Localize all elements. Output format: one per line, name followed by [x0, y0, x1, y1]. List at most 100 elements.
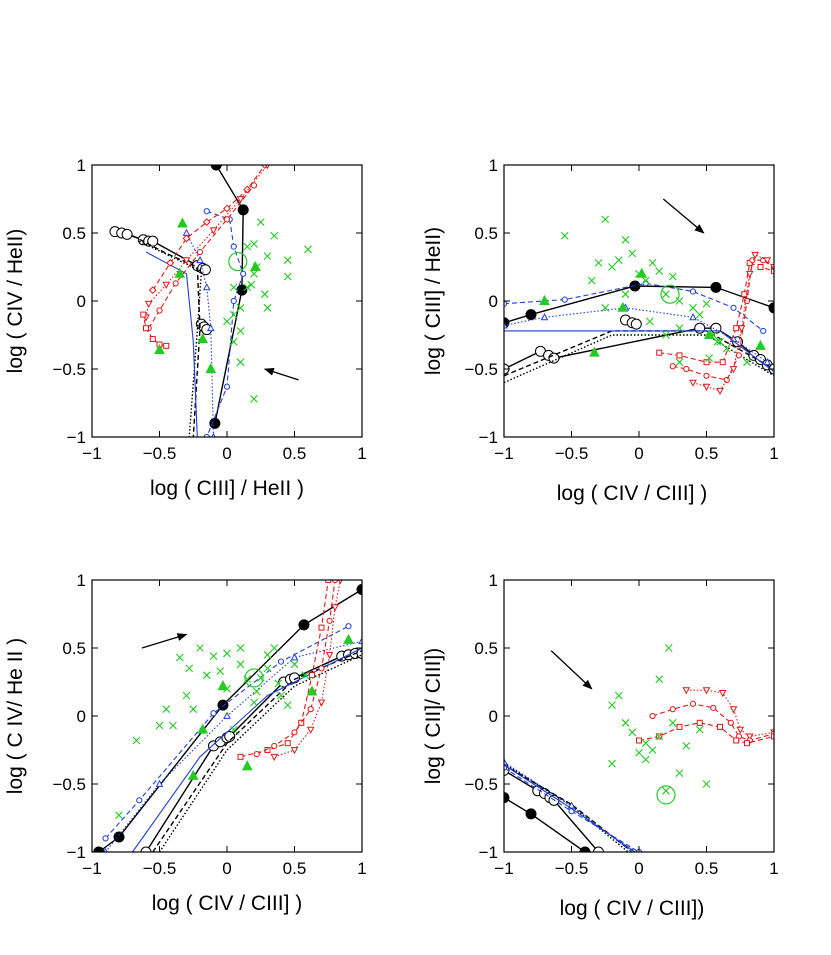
data-point	[175, 653, 184, 662]
data-point	[744, 740, 750, 747]
data-point	[121, 228, 133, 240]
data-point	[760, 327, 767, 335]
series-green-large-circle	[656, 785, 676, 805]
series-red-squares	[237, 580, 332, 760]
x-axis-label-4: log ( CIV / CIII])	[560, 897, 705, 920]
data-point	[291, 729, 298, 736]
data-point	[676, 352, 683, 359]
data-point	[608, 759, 616, 768]
y-tick-label: 0	[489, 292, 498, 311]
data-point	[210, 710, 217, 717]
data-point	[263, 650, 272, 659]
data-point	[236, 644, 245, 652]
data-point	[318, 624, 325, 631]
series-black-dotted	[158, 654, 362, 852]
data-point	[223, 317, 231, 326]
series-green-crosses	[223, 218, 312, 403]
series-black-filled-track	[504, 792, 591, 852]
data-point	[668, 272, 677, 281]
data-point	[741, 291, 748, 298]
data-point	[648, 746, 657, 754]
data-point	[174, 267, 186, 278]
data-point	[682, 742, 691, 750]
series-line	[132, 647, 362, 852]
data-point	[229, 725, 238, 734]
data-point	[187, 769, 199, 780]
data-point	[331, 604, 339, 612]
data-point	[163, 342, 170, 349]
data-point	[210, 165, 222, 171]
data-point	[237, 204, 249, 216]
data-point	[260, 290, 269, 299]
data-point	[209, 227, 218, 235]
data-point	[561, 296, 568, 303]
data-point	[736, 726, 745, 734]
series-red-triangles	[270, 580, 343, 762]
data-point	[113, 831, 125, 843]
data-point	[169, 721, 177, 730]
data-point	[675, 324, 684, 333]
x-axis-label-1: log ( CIII] / HeII )	[150, 477, 304, 500]
data-point	[115, 811, 123, 820]
y-tick-label: 0.5	[474, 224, 498, 243]
plot-frame-4	[503, 579, 775, 853]
series-line	[274, 580, 341, 758]
data-point	[206, 323, 215, 332]
ticks-2: −1 −0.5 0 0.5 1 −1 −0.5 0 0.5 1	[464, 156, 778, 463]
series-line	[504, 764, 636, 852]
y-tick-label: 0.5	[474, 639, 498, 658]
data-point	[716, 337, 724, 346]
data-point	[702, 383, 711, 391]
data-point	[655, 675, 664, 684]
y-tick-label: −0.5	[52, 360, 86, 379]
y-tick-label: −0.5	[464, 360, 498, 379]
y-tick-label: −0.5	[52, 775, 86, 794]
data-point	[702, 299, 711, 308]
data-point	[504, 321, 508, 329]
data-point	[306, 685, 318, 696]
data-point	[243, 242, 252, 251]
series-line	[652, 703, 774, 742]
data-point	[695, 725, 704, 734]
data-point	[140, 311, 147, 318]
data-point	[243, 283, 252, 292]
data-point	[771, 733, 774, 740]
data-point	[189, 705, 198, 714]
y-tick-label: −1	[479, 843, 498, 862]
data-point	[290, 660, 299, 669]
x-tick-label: 0	[222, 859, 231, 878]
data-point	[751, 251, 759, 260]
data-point	[298, 619, 310, 631]
data-point	[656, 349, 663, 356]
data-point	[689, 288, 697, 295]
data-point	[326, 617, 333, 624]
data-point	[703, 328, 715, 339]
series-green-large-circle	[660, 284, 680, 304]
data-point	[703, 372, 710, 379]
data-point	[307, 706, 314, 713]
x-tick-label: −1	[82, 859, 101, 878]
data-point	[743, 358, 751, 367]
y-tick-label: 1	[77, 571, 86, 590]
series-black-open-track	[504, 322, 774, 375]
series-red-triangles	[682, 687, 774, 741]
data-point	[727, 719, 734, 726]
data-point	[504, 757, 508, 766]
data-point	[682, 687, 691, 695]
series-red-circles	[649, 700, 774, 744]
series-layer-1	[109, 165, 312, 437]
x-tick-label: 0.5	[695, 859, 719, 878]
series-blue-solid	[504, 330, 774, 373]
data-point	[325, 580, 332, 583]
y-tick-label: −1	[67, 428, 86, 447]
data-point	[675, 297, 684, 305]
data-point	[702, 687, 711, 695]
chart-panel-3: −1 −0.5 0 0.5 1 −1 −0.5 0 0.5 1 log ( CIV / CIII]…	[4, 571, 367, 915]
data-point	[614, 256, 623, 265]
y-tick-label: 1	[489, 156, 498, 175]
data-point	[641, 276, 650, 285]
data-point	[236, 196, 245, 204]
data-point	[655, 732, 664, 741]
data-point	[662, 290, 670, 299]
data-point	[628, 728, 637, 737]
